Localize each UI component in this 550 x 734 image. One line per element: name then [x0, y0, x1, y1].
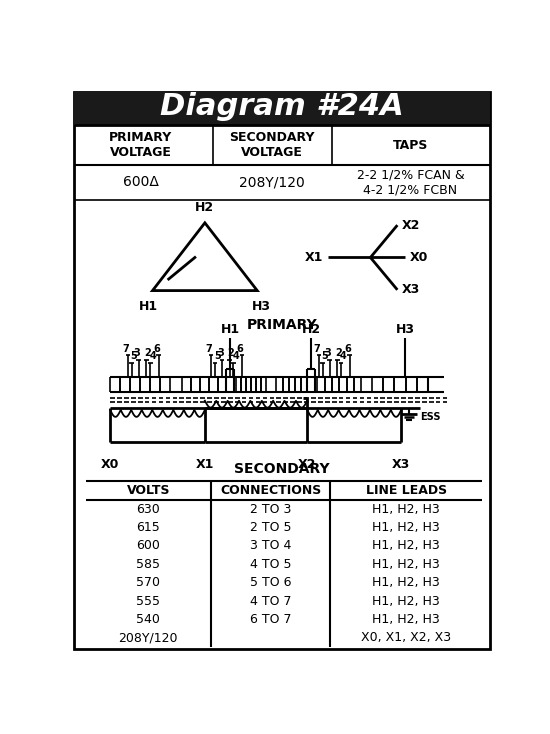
Text: 5: 5	[131, 352, 138, 361]
Text: PRIMARY: PRIMARY	[246, 319, 317, 333]
Text: 615: 615	[136, 521, 160, 534]
Text: 5: 5	[214, 352, 221, 361]
Text: X2: X2	[402, 219, 420, 232]
Text: H1, H2, H3: H1, H2, H3	[372, 613, 440, 626]
Text: TAPS: TAPS	[393, 139, 428, 151]
Text: 2: 2	[228, 349, 234, 358]
Text: H1: H1	[139, 299, 158, 313]
Text: 6 TO 7: 6 TO 7	[250, 613, 292, 626]
Text: H1, H2, H3: H1, H2, H3	[372, 595, 440, 608]
Text: H3: H3	[251, 299, 271, 313]
Text: H1, H2, H3: H1, H2, H3	[372, 521, 440, 534]
Text: H1, H2, H3: H1, H2, H3	[372, 576, 440, 589]
Text: 4: 4	[232, 352, 239, 361]
Text: 7: 7	[205, 344, 212, 354]
Text: 3: 3	[217, 349, 224, 358]
Text: 4 TO 5: 4 TO 5	[250, 558, 292, 571]
Text: 6: 6	[153, 344, 159, 354]
Text: 6: 6	[236, 344, 243, 354]
Text: H2: H2	[195, 200, 215, 214]
Text: SECONDARY: SECONDARY	[234, 462, 329, 476]
Text: X1: X1	[305, 251, 323, 264]
Text: X3: X3	[402, 283, 420, 297]
Text: 4 TO 7: 4 TO 7	[250, 595, 292, 608]
Text: Diagram #24A: Diagram #24A	[160, 92, 404, 121]
Bar	[74, 92, 490, 125]
Text: 2-2 1/2% FCAN &
4-2 1/2% FCBN: 2-2 1/2% FCAN & 4-2 1/2% FCBN	[356, 168, 464, 196]
Text: H3: H3	[395, 323, 415, 336]
Text: 2 TO 5: 2 TO 5	[250, 521, 292, 534]
Text: 208Y/120: 208Y/120	[239, 175, 305, 189]
Text: 585: 585	[136, 558, 160, 571]
Text: 540: 540	[136, 613, 160, 626]
Text: 600: 600	[136, 539, 160, 553]
Text: 2: 2	[145, 349, 151, 358]
Text: 630: 630	[136, 503, 160, 516]
Text: 4: 4	[340, 352, 347, 361]
Text: 7: 7	[122, 344, 129, 354]
Text: 5 TO 6: 5 TO 6	[250, 576, 292, 589]
Text: 208Y/120: 208Y/120	[119, 631, 178, 644]
Text: X0: X0	[101, 458, 119, 470]
Text: SECONDARY
VOLTAGE: SECONDARY VOLTAGE	[229, 131, 315, 159]
Text: X0: X0	[410, 251, 428, 264]
Text: H1, H2, H3: H1, H2, H3	[372, 503, 440, 516]
Text: 3: 3	[324, 349, 332, 358]
Text: 6: 6	[344, 344, 351, 354]
Text: X3: X3	[392, 458, 410, 470]
Text: 3 TO 4: 3 TO 4	[250, 539, 292, 553]
Text: 600Δ: 600Δ	[123, 175, 159, 189]
Text: 2: 2	[336, 349, 342, 358]
Text: X2: X2	[298, 458, 316, 470]
Text: VOLTS: VOLTS	[126, 484, 170, 497]
Text: 5: 5	[322, 352, 328, 361]
Text: 2 TO 3: 2 TO 3	[250, 503, 292, 516]
Text: 7: 7	[313, 344, 320, 354]
Text: PRIMARY
VOLTAGE: PRIMARY VOLTAGE	[109, 131, 173, 159]
Text: H1, H2, H3: H1, H2, H3	[372, 558, 440, 571]
Text: X1: X1	[196, 458, 214, 470]
Text: 4: 4	[149, 352, 156, 361]
Text: X0, X1, X2, X3: X0, X1, X2, X3	[361, 631, 452, 644]
Text: 3: 3	[134, 349, 140, 358]
Text: 570: 570	[136, 576, 160, 589]
Text: ESS: ESS	[420, 412, 440, 422]
Text: H2: H2	[301, 323, 321, 336]
Text: H1, H2, H3: H1, H2, H3	[372, 539, 440, 553]
Text: CONNECTIONS: CONNECTIONS	[220, 484, 321, 497]
Text: 555: 555	[136, 595, 160, 608]
Text: LINE LEADS: LINE LEADS	[366, 484, 447, 497]
Text: H1: H1	[221, 323, 240, 336]
